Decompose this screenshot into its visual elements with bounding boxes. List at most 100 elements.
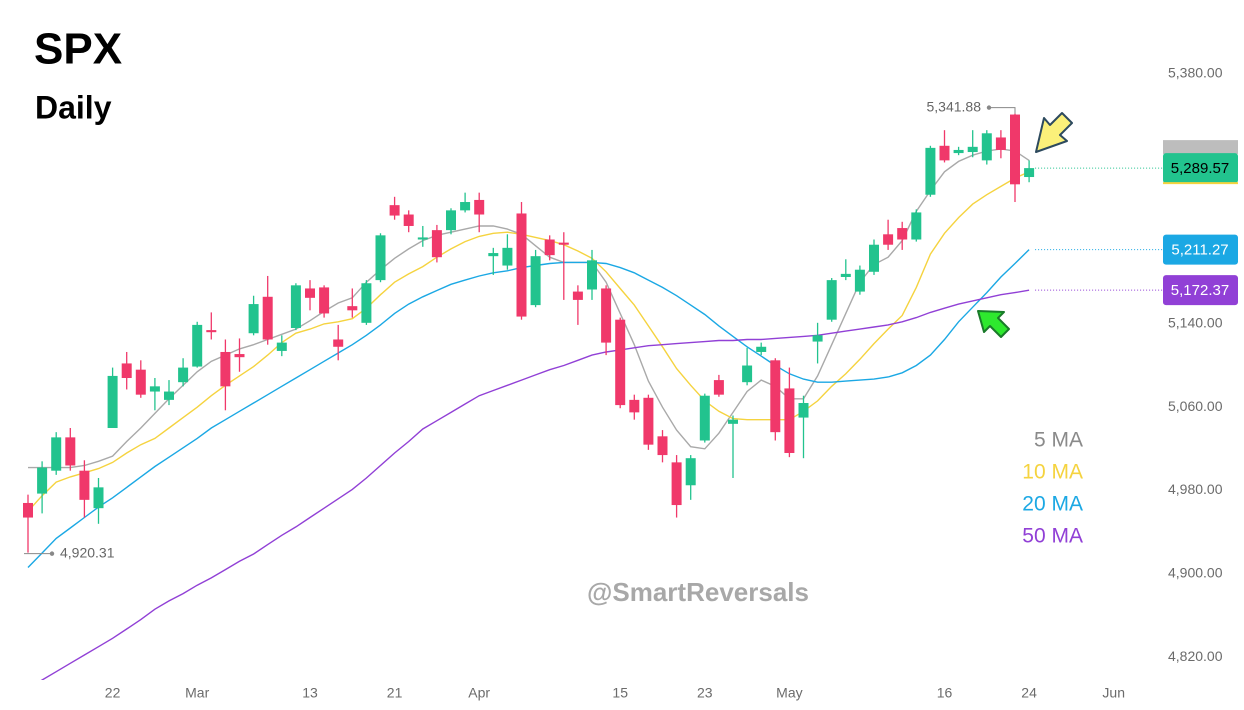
candle-body <box>558 242 569 245</box>
price-tag <box>1163 234 1238 265</box>
y-tick-label: 5,140.00 <box>1168 315 1223 331</box>
candle-body <box>262 296 273 340</box>
legend-entry: 10 MA <box>1022 461 1083 484</box>
candle-body <box>770 360 781 433</box>
candle-body <box>911 212 922 240</box>
y-tick-label: 5,380.00 <box>1168 65 1223 81</box>
price-tag-label: 5,211.27 <box>1171 242 1228 259</box>
x-tick-label: 15 <box>612 685 628 701</box>
candle-body <box>149 386 160 392</box>
ma-line <box>40 289 1030 680</box>
candle-body <box>784 388 795 453</box>
candle-body <box>192 324 203 367</box>
candle-body <box>840 273 851 277</box>
candle-body <box>305 288 315 298</box>
candle-body <box>234 354 245 358</box>
candle-body <box>883 234 894 245</box>
candle-body <box>107 375 118 428</box>
candle-body <box>417 237 428 240</box>
candle-body <box>290 285 301 329</box>
candle-body <box>516 213 527 317</box>
x-tick-label: 13 <box>302 685 318 701</box>
chart-title: SPX <box>34 25 122 74</box>
candle-body <box>530 256 541 306</box>
candle-body <box>1010 114 1020 185</box>
candle-body <box>812 335 823 342</box>
candle-body <box>615 319 626 406</box>
candle-body <box>1024 168 1035 178</box>
candle-body <box>728 419 738 424</box>
x-tick-label: 22 <box>105 685 121 701</box>
price-tag <box>1163 275 1238 306</box>
candle-body <box>953 149 964 154</box>
price-tag-shadow <box>1163 140 1238 155</box>
candle-body <box>65 437 76 466</box>
candle-body <box>446 210 456 231</box>
legend-entry: 5 MA <box>1034 429 1083 452</box>
legend-entry: 50 MA <box>1022 525 1083 548</box>
candle-body <box>643 397 654 445</box>
candle-body <box>897 228 908 240</box>
candle-body <box>220 351 231 387</box>
candle-body <box>474 199 485 215</box>
candle-body <box>869 244 879 272</box>
y-tick-label: 4,900.00 <box>1168 564 1223 580</box>
x-tick-label: Jun <box>1102 685 1125 701</box>
high-label: 5,341.88 <box>927 98 982 114</box>
legend-entry: 20 MA <box>1022 493 1083 516</box>
y-tick-label: 4,820.00 <box>1168 648 1223 664</box>
candle-body <box>502 247 513 266</box>
candle-body <box>37 467 48 494</box>
y-tick-label: 4,980.00 <box>1168 481 1223 497</box>
candle-body <box>742 365 753 383</box>
plot-area <box>23 113 1035 680</box>
candle-body <box>671 462 682 506</box>
candle-body <box>572 291 583 300</box>
candle-body <box>403 214 414 226</box>
candle-body <box>135 369 146 395</box>
candle-body <box>967 146 978 153</box>
candle-body <box>206 330 217 333</box>
ma-line <box>27 171 1030 512</box>
candle-body <box>51 437 62 471</box>
candle-body <box>544 239 555 256</box>
candle-body <box>601 288 612 343</box>
watermark: @SmartReversals <box>587 577 809 607</box>
candle-body <box>460 202 471 211</box>
candle-body <box>657 436 668 456</box>
yellow-arrow <box>1035 112 1073 153</box>
price-tag-label: 5,172.37 <box>1171 282 1229 299</box>
candle-body <box>361 283 372 323</box>
candle-body <box>629 399 640 413</box>
candle-body <box>488 253 499 257</box>
candle-body <box>981 133 992 161</box>
candle-body <box>319 287 330 314</box>
candle-body <box>248 304 259 334</box>
candle-body <box>121 363 132 379</box>
candle-body <box>925 147 936 195</box>
candle-body <box>939 145 950 161</box>
candle-body <box>389 205 400 216</box>
x-tick-label: 16 <box>937 685 953 701</box>
candle-body <box>178 367 189 383</box>
candle-body <box>79 470 90 500</box>
candle-body <box>798 403 809 418</box>
low-label: 4,920.31 <box>60 544 115 560</box>
candle-body <box>756 346 767 352</box>
candle-body <box>995 137 1006 150</box>
candle-body <box>699 395 710 441</box>
x-tick-label: Apr <box>468 685 490 701</box>
price-tag-label: 5,289.57 <box>1171 160 1229 177</box>
chart-subtitle: Daily <box>35 89 112 125</box>
candle-body <box>164 391 174 400</box>
candle-body <box>375 235 386 281</box>
x-tick-label: 23 <box>697 685 713 701</box>
ma-line <box>27 249 1030 568</box>
candle-body <box>713 380 724 395</box>
green-arrow <box>977 310 1010 338</box>
candle-body <box>587 260 597 290</box>
candle-body <box>854 269 865 292</box>
y-tick-label: 5,060.00 <box>1168 398 1223 414</box>
price-tag <box>1163 153 1238 184</box>
